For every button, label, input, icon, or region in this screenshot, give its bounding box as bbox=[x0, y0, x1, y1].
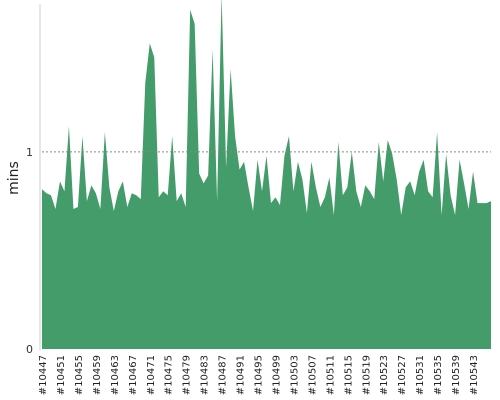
x-tick-label: #10511 bbox=[325, 355, 336, 395]
x-tick-label: #10499 bbox=[271, 355, 282, 395]
x-tick-label: #10503 bbox=[289, 355, 300, 395]
x-tick-label: #10451 bbox=[56, 355, 67, 395]
x-tick-label: #10467 bbox=[128, 355, 139, 395]
x-tick-label: #10475 bbox=[164, 355, 175, 395]
y-tick-label: 0 bbox=[26, 343, 33, 356]
x-tick-label: #10515 bbox=[343, 355, 354, 395]
x-tick-label: #10487 bbox=[218, 355, 229, 395]
y-tick-label: 1 bbox=[26, 146, 33, 159]
x-tick-label: #10531 bbox=[415, 355, 426, 395]
x-tick-label: #10543 bbox=[469, 355, 480, 395]
x-tick-label: #10527 bbox=[397, 355, 408, 395]
x-tick-label: #10539 bbox=[451, 355, 462, 395]
area-series bbox=[42, 0, 491, 349]
x-tick-label: #10535 bbox=[433, 355, 444, 395]
x-tick-label: #10455 bbox=[74, 355, 85, 395]
y-tick-labels: 01 bbox=[26, 146, 33, 356]
x-tick-label: #10447 bbox=[38, 355, 49, 395]
x-tick-label: #10495 bbox=[254, 355, 265, 395]
x-tick-label: #10463 bbox=[110, 355, 121, 395]
x-tick-label: #10491 bbox=[236, 355, 247, 395]
x-tick-label: #10459 bbox=[92, 355, 103, 395]
x-tick-label: #10507 bbox=[307, 355, 318, 395]
x-tick-labels: #10447 #10451 #10455 #10459 #10463 #10467 #104… bbox=[38, 355, 480, 395]
x-tick-label: #10471 bbox=[146, 355, 157, 395]
x-tick-label: #10519 bbox=[361, 355, 372, 395]
x-tick-label: #10523 bbox=[379, 355, 390, 395]
y-axis-label: mins bbox=[6, 161, 22, 195]
x-tick-label: #10479 bbox=[182, 355, 193, 395]
x-tick-label: #10483 bbox=[200, 355, 211, 395]
